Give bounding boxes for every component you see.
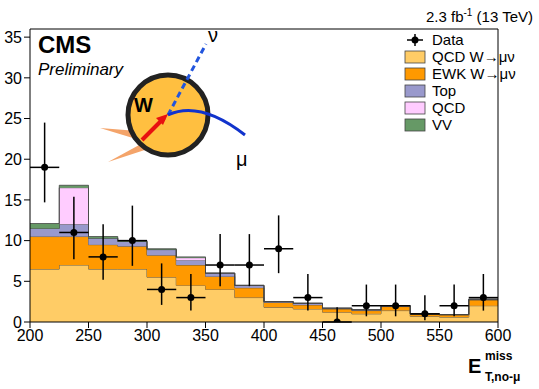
svg-text:10: 10 <box>4 232 22 249</box>
html-text:Preliminary: Preliminary <box>38 60 123 79</box>
html-text:2.3 fb-1(13 TeV): 2.3 fb-1(13 TeV) <box>426 7 533 25</box>
svg-text:200: 200 <box>16 327 44 345</box>
svg-text:450: 450 <box>309 327 336 344</box>
svg-text:550: 550 <box>426 327 453 344</box>
html-text:VV: VV <box>432 116 452 133</box>
html-text:E miss: E miss <box>468 349 513 377</box>
svg-text:15: 15 <box>4 192 22 209</box>
svg-text:350: 350 <box>192 327 219 344</box>
svg-text:250: 250 <box>75 327 102 344</box>
html-text:EWK W→μν: EWK W→μν <box>432 65 516 82</box>
svg-text:300: 300 <box>134 327 161 344</box>
html-text:Data: Data <box>432 31 464 48</box>
html-text:QCD: QCD <box>432 99 466 116</box>
svg-text:W: W <box>134 94 153 116</box>
svg-text:0: 0 <box>13 314 22 331</box>
svg-text:ν: ν <box>208 24 218 46</box>
html-text:CMS: CMS <box>38 31 92 58</box>
svg-text:35: 35 <box>4 29 22 46</box>
svg-text:400: 400 <box>251 327 278 344</box>
html-text:Top: Top <box>432 82 457 99</box>
svg-text:μ: μ <box>236 148 248 170</box>
svg-text:25: 25 <box>4 110 22 127</box>
html-text:QCD W→μν: QCD W→μν <box>432 48 515 65</box>
svg-text:5: 5 <box>13 273 22 290</box>
html-text:T,no-μ: T,no-μ <box>485 370 521 384</box>
svg-text:600: 600 <box>485 327 512 344</box>
svg-text:500: 500 <box>368 327 395 344</box>
svg-text:30: 30 <box>4 70 22 87</box>
svg-text:20: 20 <box>4 151 22 168</box>
